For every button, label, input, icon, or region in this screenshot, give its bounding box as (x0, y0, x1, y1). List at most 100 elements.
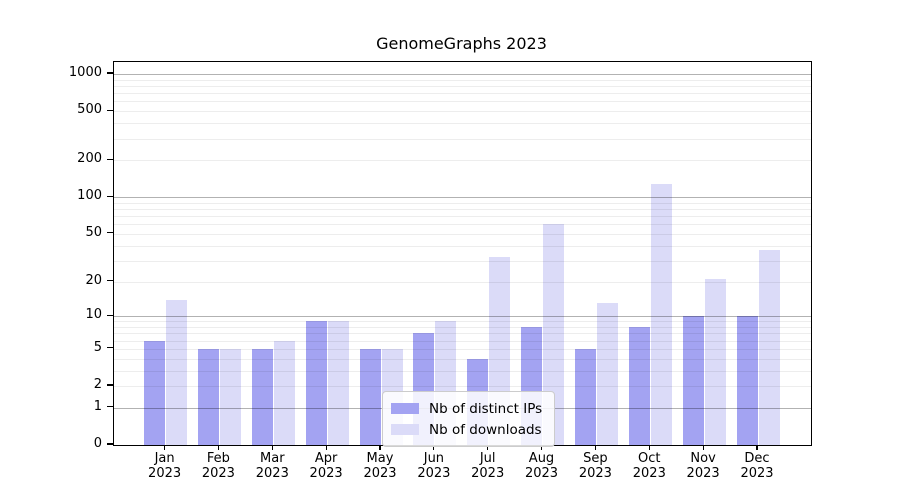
gridline-y-900 (114, 79, 811, 81)
x-tick-label-jun: Jun 2023 (417, 451, 451, 481)
grid-layer (114, 62, 811, 445)
bar-downloads-nov (704, 279, 726, 445)
bar-downloads-mar (273, 340, 295, 445)
bar-distinct-ips-oct (628, 327, 650, 445)
y-tick-label-2: 2 (93, 377, 102, 392)
gridline-y-6 (114, 340, 811, 342)
bar-downloads-apr (327, 321, 349, 445)
gridline-y-2 (114, 386, 811, 387)
y-tick-100 (107, 195, 113, 197)
bar-downloads-jan (166, 299, 188, 445)
y-tick-label-100: 100 (77, 188, 102, 204)
x-tick-label-apr: Apr 2023 (309, 451, 343, 481)
chart-title: GenomeGraphs 2023 (376, 34, 547, 53)
gridline-y-700 (114, 93, 811, 95)
x-tick-label-feb: Feb 2023 (201, 451, 235, 481)
y-tick-10 (107, 314, 113, 316)
bar-distinct-ips-nov (682, 316, 704, 445)
y-tick-label-5: 5 (93, 339, 102, 355)
y-tick-0 (107, 443, 113, 445)
x-tick-mar (271, 445, 273, 450)
x-tick-jun (433, 445, 435, 450)
bar-downloads-feb (220, 348, 241, 445)
gridline-y-500 (114, 111, 811, 113)
x-tick-jan (164, 445, 166, 450)
x-tick-label-jan: Jan 2023 (148, 451, 182, 481)
x-tick-aug (540, 445, 543, 450)
y-tick-20 (107, 279, 113, 282)
gridline-y-800 (114, 85, 811, 87)
y-tick-label-20: 20 (85, 272, 102, 288)
gridline-y-3 (114, 370, 811, 372)
bar-downloads-dec (758, 249, 780, 445)
x-tick-label-jul: Jul 2023 (471, 451, 505, 481)
x-tick-label-sep: Sep 2023 (578, 451, 612, 481)
bar-downloads-oct (650, 184, 672, 445)
y-tick-label-10: 10 (85, 307, 102, 323)
x-tick-label-mar: Mar 2023 (255, 451, 289, 481)
y-tick-label-500: 500 (77, 102, 102, 118)
y-tick-2 (107, 384, 113, 386)
legend-swatch-downloads (391, 424, 419, 435)
y-tick-label-1000: 1000 (68, 65, 102, 80)
gridline-y-40 (114, 245, 811, 247)
bar-distinct-ips-jan (144, 340, 166, 445)
x-tick-dec (756, 445, 758, 450)
legend-swatch-distinct-ips (391, 403, 419, 414)
gridline-y-10 (114, 316, 811, 318)
x-tick-label-aug: Aug 2023 (524, 451, 559, 481)
y-tick-50 (107, 232, 113, 234)
gridline-y-100 (114, 197, 811, 199)
x-tick-label-dec: Dec 2023 (740, 451, 774, 481)
gridline-y-5 (114, 348, 811, 350)
plot-area: Nb of distinct IPs Nb of downloads (113, 61, 812, 447)
x-tick-jul (487, 445, 489, 450)
gridline-y-400 (114, 123, 811, 125)
bar-distinct-ips-feb (198, 348, 219, 445)
bar-distinct-ips-sep (574, 348, 596, 445)
gridline-y-7 (114, 333, 811, 335)
bar-distinct-ips-may (359, 348, 381, 445)
bar-downloads-sep (596, 303, 618, 445)
gridline-y-80 (114, 209, 811, 210)
gridline-y-50 (114, 233, 811, 235)
bar-downloads-aug (543, 224, 565, 445)
x-tick-apr (325, 445, 327, 450)
y-tick-5 (107, 347, 113, 349)
gridline-y-9 (114, 321, 811, 323)
legend-label-distinct-ips: Nb of distinct IPs (429, 400, 543, 417)
x-tick-oct (648, 445, 650, 450)
legend-item-downloads: Nb of downloads (391, 419, 542, 440)
gridline-y-70 (114, 216, 811, 218)
y-tick-200 (107, 158, 113, 160)
gridline-y-200 (114, 160, 811, 162)
legend-item-distinct-ips: Nb of distinct IPs (391, 398, 542, 419)
y-tick-label-0: 0 (93, 436, 102, 451)
y-tick-1 (107, 406, 113, 408)
bar-distinct-ips-mar (251, 348, 273, 445)
x-tick-may (379, 445, 381, 450)
bar-distinct-ips-dec (736, 316, 758, 445)
gridline-y-1000 (114, 74, 811, 75)
gridline-y-4 (114, 358, 811, 360)
y-tick-label-1: 1 (93, 398, 102, 414)
y-tick-500 (107, 109, 113, 111)
x-tick-label-nov: Nov 2023 (686, 451, 720, 481)
y-tick-label-200: 200 (77, 151, 102, 167)
gridline-y-60 (114, 224, 811, 226)
x-tick-feb (217, 445, 219, 450)
gridline-y-90 (114, 202, 811, 204)
x-tick-label-oct: Oct 2023 (632, 451, 666, 481)
bar-distinct-ips-apr (305, 321, 327, 445)
y-tick-label-50: 50 (85, 224, 102, 240)
y-tick-1000 (107, 72, 113, 74)
gridline-y-8 (114, 327, 811, 328)
gridline-y-20 (114, 281, 811, 283)
gridline-y-300 (114, 138, 811, 140)
x-tick-label-may: May 2023 (363, 451, 397, 481)
x-tick-nov (702, 445, 704, 450)
gridline-y-600 (114, 101, 811, 103)
legend-label-downloads: Nb of downloads (429, 421, 542, 438)
legend: Nb of distinct IPs Nb of downloads (382, 391, 556, 447)
